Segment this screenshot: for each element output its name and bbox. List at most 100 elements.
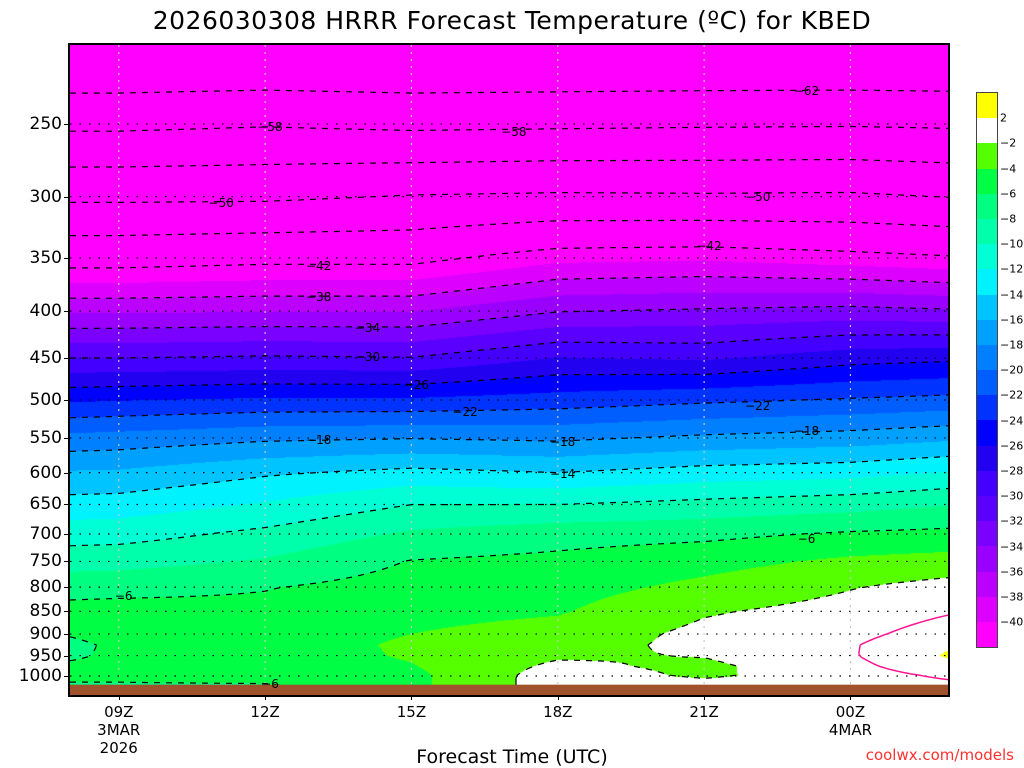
x-tick-line: 3MAR <box>97 721 141 739</box>
y-tick-mark <box>64 561 68 563</box>
colorbar-label: −40 <box>1000 615 1024 629</box>
x-tick-mark <box>557 695 559 700</box>
isotherm-contour <box>70 246 950 269</box>
contour-label: −18 <box>793 423 820 438</box>
contour-label: −22 <box>745 399 771 414</box>
isotherm-contour <box>69 394 949 419</box>
y-tick-label: 400 <box>29 301 62 322</box>
x-tick-mark <box>118 695 120 700</box>
x-tick-mark <box>411 695 413 700</box>
plot-area: −62 −58 −58 −50 −50 −42 −42 −38 −34 −30 −26 −22 −22 −… <box>69 45 950 696</box>
x-tick-label: 12Z <box>250 703 279 721</box>
colorbar-label: −32 <box>1000 514 1024 528</box>
y-tick-mark <box>64 400 68 401</box>
y-tick-mark <box>64 472 68 474</box>
colorbar-swatch <box>977 445 997 471</box>
x-tick-line: 12Z <box>250 703 280 721</box>
x-tick-mark <box>704 695 706 700</box>
x-tick-line: 00Z <box>835 703 866 721</box>
chart-title: 2026030308 HRRR Forecast Temperature (ºC… <box>152 6 872 35</box>
x-tick-line: 21Z <box>689 703 719 721</box>
colorbar-swatch <box>977 470 997 496</box>
colorbar-swatch <box>977 168 997 194</box>
x-tick-label: 21Z <box>689 703 718 721</box>
y-tick-label: 750 <box>29 551 62 572</box>
colorbar-label: 2 <box>1000 111 1007 125</box>
colorbar-swatch <box>977 269 997 295</box>
y-tick-mark <box>64 196 68 198</box>
colorbar-label: −2 <box>1000 136 1017 150</box>
contour-label: −22 <box>452 404 478 419</box>
contour-label: −42 <box>306 258 332 273</box>
contour-label: −6 <box>114 589 133 603</box>
x-tick-line: 4MAR <box>828 721 873 739</box>
contour-label: −38 <box>306 289 332 304</box>
y-tick-mark <box>64 655 68 657</box>
colorbar-label: −6 <box>1000 187 1017 201</box>
y-tick-label: 550 <box>29 427 62 448</box>
colorbar-label: −8 <box>1000 212 1017 226</box>
x-tick-line: 2026 <box>99 739 138 757</box>
isotherm-contour <box>70 219 950 237</box>
y-tick-mark <box>64 587 68 589</box>
y-tick-mark <box>64 504 68 506</box>
y-tick-label: 450 <box>29 348 62 369</box>
contour-label: −58 <box>501 124 527 139</box>
x-tick-line: 09Z <box>104 703 134 721</box>
contour-label: −6 <box>261 676 279 691</box>
contour-label: −50 <box>745 189 771 204</box>
x-tick-label: 15Z <box>397 703 426 721</box>
contour-label: −14 <box>549 466 576 481</box>
y-tick-mark <box>64 611 68 613</box>
colorbar-label: −14 <box>1000 288 1024 302</box>
isotherm-contour <box>70 125 949 132</box>
y-tick-mark <box>64 124 68 125</box>
colorbar-swatch <box>977 193 997 219</box>
colorbar-swatch <box>977 521 997 547</box>
colorbar-swatch <box>977 294 997 320</box>
colorbar-swatch <box>977 93 997 119</box>
y-tick-label: 300 <box>29 186 62 207</box>
colorbar-label: −18 <box>1000 338 1024 352</box>
y-tick-mark <box>64 533 68 535</box>
colorbar-label: −28 <box>1000 464 1024 478</box>
colorbar <box>976 91 998 649</box>
zero-degree-contour <box>858 614 950 681</box>
colorbar-label: −36 <box>1000 565 1024 579</box>
colorbar-label: −4 <box>1000 162 1017 176</box>
isotherm-contour <box>69 527 950 696</box>
credit-link[interactable]: coolwx.com/models <box>865 746 1014 764</box>
isotherm-contour <box>69 360 950 389</box>
colorbar-swatch <box>977 596 997 622</box>
isotherm-contour <box>69 455 950 496</box>
contour-overlay <box>69 45 950 696</box>
contour-label: −50 <box>208 196 234 211</box>
y-tick-mark <box>64 437 68 439</box>
colorbar-swatch <box>977 370 997 396</box>
colorbar-label: −20 <box>1000 363 1024 377</box>
x-tick-mark <box>265 695 267 700</box>
contour-label: −58 <box>257 120 283 135</box>
colorbar-label: −12 <box>1000 262 1024 276</box>
y-tick-label: 650 <box>29 494 62 515</box>
contour-label: −30 <box>354 350 381 365</box>
y-tick-label: 1000 <box>18 666 62 686</box>
y-tick-label: 500 <box>29 390 62 410</box>
colorbar-swatch <box>977 244 997 270</box>
contour-label: −34 <box>354 320 381 335</box>
contour-label: −42 <box>696 239 722 254</box>
isotherm-contour <box>70 334 949 359</box>
colorbar-label: −34 <box>1000 540 1024 554</box>
colorbar-swatch <box>977 118 997 144</box>
isotherm-contour <box>70 275 950 299</box>
y-tick-label: 250 <box>29 114 62 134</box>
ground-band <box>70 684 948 695</box>
isotherm-contour <box>69 487 950 547</box>
x-tick-line: 18Z <box>543 703 573 721</box>
colorbar-swatch <box>977 395 997 421</box>
x-axis-label: Forecast Time (UTC) <box>416 746 608 768</box>
y-tick-label: 950 <box>29 645 62 666</box>
colorbar-label: −22 <box>1000 388 1024 402</box>
contour-label: −6 <box>797 532 816 547</box>
colorbar-label: −16 <box>1000 313 1024 327</box>
